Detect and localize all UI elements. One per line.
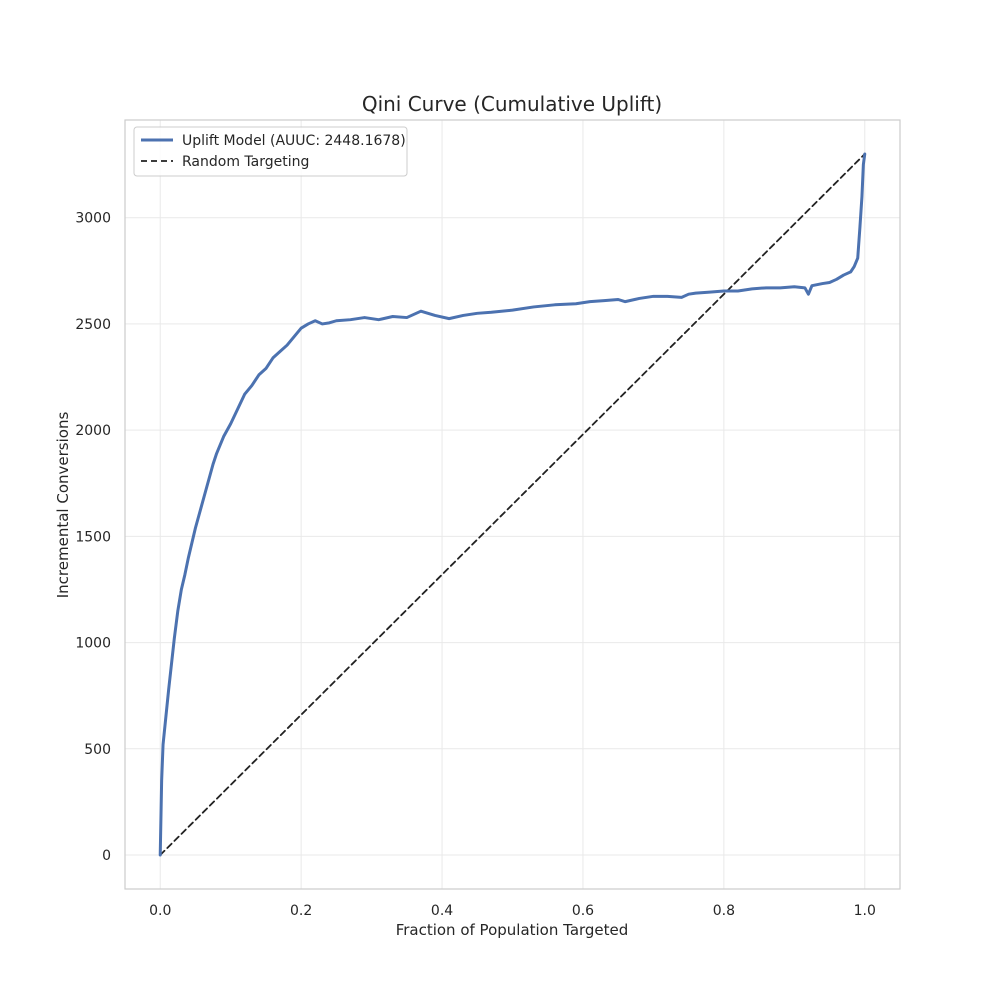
legend-label-uplift-model: Uplift Model (AUUC: 2448.1678) [182,133,406,149]
y-tick-label: 2000 [75,423,111,439]
x-tick-label: 0.4 [431,903,453,919]
y-tick-label: 0 [102,848,111,864]
x-tick-label: 1.0 [854,903,876,919]
grid [125,120,900,889]
x-tick-label: 0.8 [713,903,735,919]
series-layer [158,152,867,857]
y-tick-label: 500 [84,742,111,758]
x-tick-label: 0.0 [149,903,171,919]
legend-label-random-targeting: Random Targeting [182,154,309,170]
legend: Uplift Model (AUUC: 2448.1678) Random Ta… [133,126,408,177]
x-tick-label: 0.2 [290,903,312,919]
x-tick-label: 0.6 [572,903,594,919]
y-tick-label: 3000 [75,211,111,227]
y-tick-label: 1000 [75,636,111,652]
chart-title: Qini Curve (Cumulative Uplift) [362,92,662,116]
y-tick-label: 2500 [75,317,111,333]
uplift-model-line [158,152,867,857]
legend-box [133,126,408,177]
plot-frame [124,119,901,890]
x-axis-label: Fraction of Population Targeted [396,921,629,939]
y-axis-label: Incremental Conversions [54,412,72,599]
y-axis-ticks: 0 500 1000 1500 2000 2500 3000 [75,211,111,864]
x-axis-ticks: 0.0 0.2 0.4 0.6 0.8 1.0 [149,903,876,919]
random-targeting-line [159,153,866,856]
y-tick-label: 1500 [75,529,111,545]
